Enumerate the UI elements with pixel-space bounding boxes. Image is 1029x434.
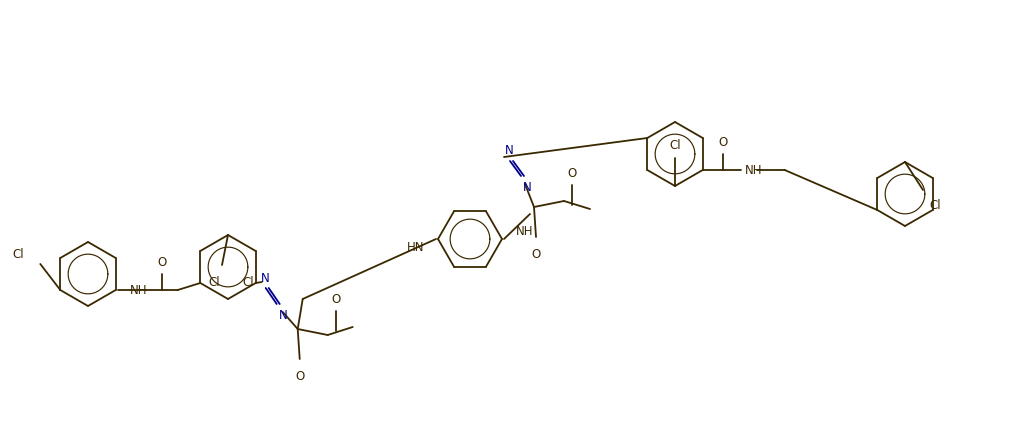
Text: O: O — [567, 167, 576, 180]
Text: O: O — [157, 256, 167, 268]
Text: HN: HN — [406, 241, 424, 254]
Text: NH: NH — [130, 284, 147, 297]
Text: N: N — [523, 181, 532, 194]
Text: O: O — [718, 136, 728, 149]
Text: O: O — [531, 247, 540, 260]
Text: Cl: Cl — [209, 275, 220, 288]
Text: NH: NH — [745, 164, 762, 177]
Text: Cl: Cl — [12, 247, 25, 260]
Text: Cl: Cl — [669, 139, 681, 151]
Text: Cl: Cl — [929, 198, 941, 211]
Text: N: N — [260, 271, 270, 284]
Text: Cl: Cl — [242, 275, 253, 288]
Text: NH: NH — [516, 225, 533, 238]
Text: O: O — [331, 293, 341, 305]
Text: N: N — [279, 308, 287, 321]
Text: N: N — [505, 144, 513, 157]
Text: O: O — [295, 369, 305, 382]
